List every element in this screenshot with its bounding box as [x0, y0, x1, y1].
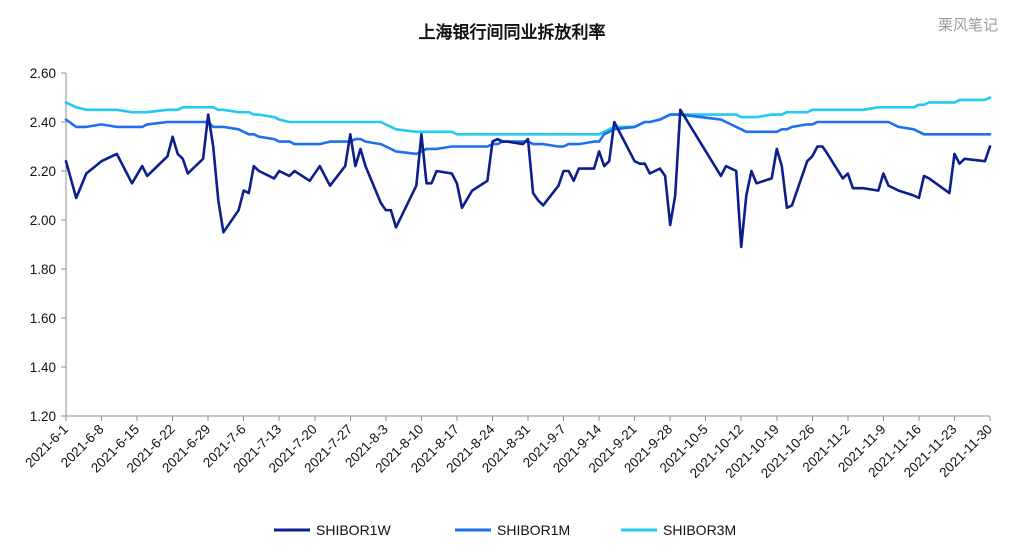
y-tick-label: 2.20	[30, 164, 56, 179]
series-line-shibor1w	[64, 108, 992, 249]
series-line-shibor1m	[64, 113, 992, 156]
series-line-shibor3m	[64, 96, 992, 136]
watermark-text: 栗风笔记	[938, 16, 998, 34]
y-tick-label: 1.80	[30, 262, 56, 277]
legend-label-shibor1m: SHIBOR1M	[497, 522, 570, 538]
legend: SHIBOR1W SHIBOR1M SHIBOR3M	[274, 522, 736, 538]
legend-label-shibor1w: SHIBOR1W	[316, 522, 391, 538]
y-tick-label: 1.40	[30, 360, 56, 375]
y-tick-label: 1.60	[30, 311, 56, 326]
y-axis: 1.20 1.40 1.60 1.80 2.00 2.20 2.40 2.60	[30, 66, 67, 424]
y-tick-label: 1.20	[30, 409, 56, 424]
plot-lines	[64, 96, 992, 249]
chart-title: 上海银行间同业拆放利率	[419, 22, 606, 43]
legend-label-shibor3m: SHIBOR3M	[663, 522, 736, 538]
x-axis: 2021-6-12021-6-82021-6-152021-6-222021-6…	[22, 415, 995, 481]
y-tick-label: 2.60	[30, 66, 56, 81]
y-tick-label: 2.00	[30, 213, 56, 228]
y-tick-label: 2.40	[30, 115, 56, 130]
